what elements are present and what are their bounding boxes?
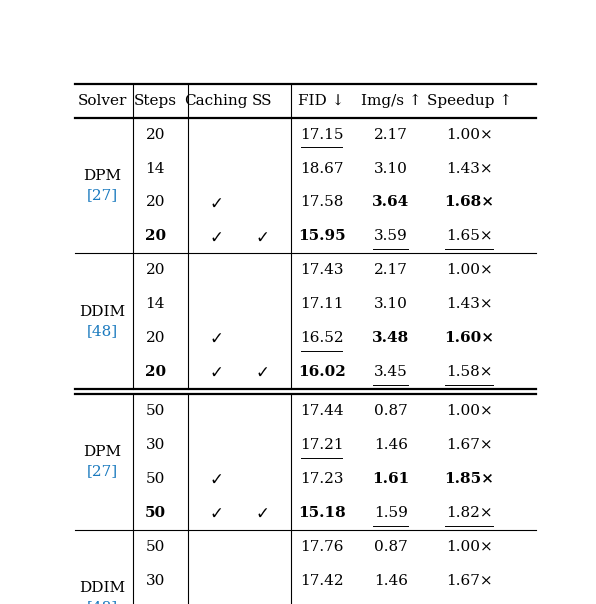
Text: DPM: DPM (83, 169, 121, 183)
Text: 1.65×: 1.65× (446, 230, 493, 243)
Text: 14: 14 (145, 161, 165, 176)
Text: 30: 30 (145, 438, 165, 452)
Text: DPM: DPM (83, 445, 121, 459)
Text: 17.21: 17.21 (300, 438, 343, 452)
Text: 18.67: 18.67 (300, 161, 343, 176)
Text: 20: 20 (145, 263, 165, 277)
Text: DDIM: DDIM (79, 581, 125, 595)
Text: $\checkmark$: $\checkmark$ (209, 470, 222, 487)
Text: 1.68×: 1.68× (445, 196, 495, 210)
Text: 30: 30 (145, 574, 165, 588)
Text: 1.82×: 1.82× (446, 506, 493, 519)
Text: 20: 20 (145, 331, 165, 345)
Text: 20: 20 (145, 365, 166, 379)
Text: FID ↓: FID ↓ (299, 94, 345, 108)
Text: 15.18: 15.18 (298, 506, 346, 519)
Text: 1.46: 1.46 (374, 574, 408, 588)
Text: 3.64: 3.64 (372, 196, 409, 210)
Text: 17.15: 17.15 (300, 127, 343, 141)
Text: 16.02: 16.02 (298, 365, 346, 379)
Text: $\checkmark$: $\checkmark$ (255, 504, 268, 522)
Text: 17.23: 17.23 (300, 472, 343, 486)
Text: 0.87: 0.87 (374, 404, 408, 418)
Text: [27]: [27] (86, 188, 118, 202)
Text: 17.76: 17.76 (300, 539, 343, 554)
Text: 17.11: 17.11 (300, 297, 343, 311)
Text: 1.58×: 1.58× (446, 365, 493, 379)
Text: $\checkmark$: $\checkmark$ (255, 228, 268, 245)
Text: $\checkmark$: $\checkmark$ (209, 193, 222, 211)
Text: $\checkmark$: $\checkmark$ (209, 228, 222, 245)
Text: DDIM: DDIM (79, 305, 125, 319)
Text: 17.44: 17.44 (300, 404, 343, 418)
Text: Speedup ↑: Speedup ↑ (427, 94, 512, 108)
Text: 16.52: 16.52 (300, 331, 343, 345)
Text: 1.00×: 1.00× (446, 127, 493, 141)
Text: 1.00×: 1.00× (446, 539, 493, 554)
Text: 1.00×: 1.00× (446, 263, 493, 277)
Text: SS: SS (252, 94, 272, 108)
Text: Caching: Caching (184, 94, 247, 108)
Text: 20: 20 (145, 196, 165, 210)
Text: [27]: [27] (86, 464, 118, 478)
Text: 3.45: 3.45 (374, 365, 408, 379)
Text: 3.10: 3.10 (374, 297, 408, 311)
Text: $\checkmark$: $\checkmark$ (209, 329, 222, 347)
Text: 1.46: 1.46 (374, 438, 408, 452)
Text: 1.00×: 1.00× (446, 404, 493, 418)
Text: Steps: Steps (134, 94, 177, 108)
Text: 2.17: 2.17 (374, 263, 408, 277)
Text: 1.59: 1.59 (374, 506, 408, 519)
Text: 1.61: 1.61 (372, 472, 409, 486)
Text: Img/s ↑: Img/s ↑ (361, 94, 421, 108)
Text: 17.42: 17.42 (300, 574, 343, 588)
Text: $\checkmark$: $\checkmark$ (255, 363, 268, 381)
Text: 1.67×: 1.67× (446, 574, 493, 588)
Text: 3.59: 3.59 (374, 230, 408, 243)
Text: $\checkmark$: $\checkmark$ (209, 504, 222, 522)
Text: 20: 20 (145, 127, 165, 141)
Text: 3.48: 3.48 (372, 331, 409, 345)
Text: 1.67×: 1.67× (446, 438, 493, 452)
Text: $\checkmark$: $\checkmark$ (209, 363, 222, 381)
Text: 50: 50 (145, 506, 166, 519)
Text: [48]: [48] (86, 600, 118, 604)
Text: 1.43×: 1.43× (446, 297, 493, 311)
Text: 14: 14 (145, 297, 165, 311)
Text: 1.85×: 1.85× (445, 472, 494, 486)
Text: 50: 50 (145, 404, 165, 418)
Text: 15.95: 15.95 (298, 230, 346, 243)
Text: 1.60×: 1.60× (445, 331, 495, 345)
Text: Solver: Solver (77, 94, 127, 108)
Text: 50: 50 (145, 539, 165, 554)
Text: 0.87: 0.87 (374, 539, 408, 554)
Text: 2.17: 2.17 (374, 127, 408, 141)
Text: 1.43×: 1.43× (446, 161, 493, 176)
Text: 50: 50 (145, 472, 165, 486)
Text: 17.43: 17.43 (300, 263, 343, 277)
Text: 3.10: 3.10 (374, 161, 408, 176)
Text: 20: 20 (145, 230, 166, 243)
Text: [48]: [48] (86, 324, 118, 338)
Text: 17.58: 17.58 (300, 196, 343, 210)
